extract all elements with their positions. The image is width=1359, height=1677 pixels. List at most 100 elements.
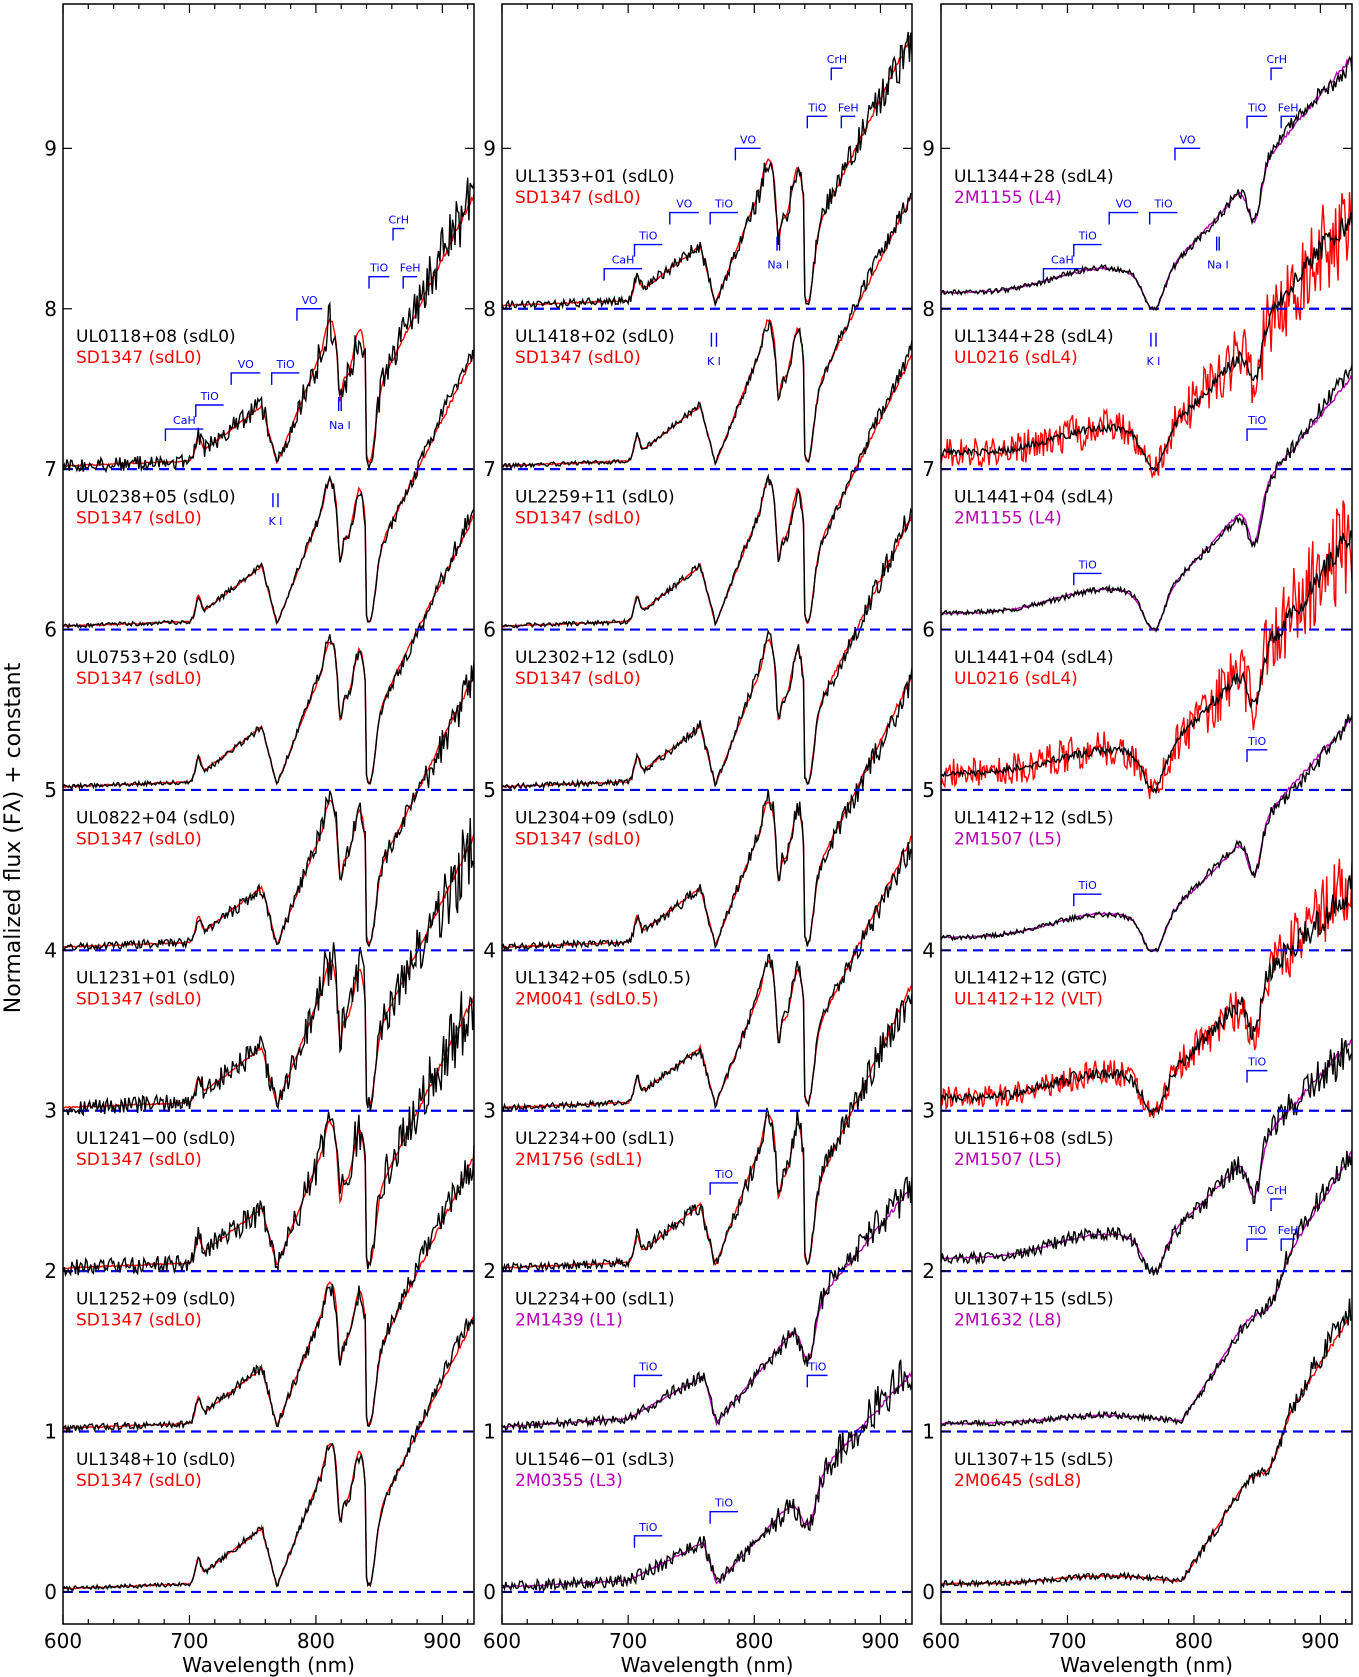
band-marker [1280,1238,1296,1252]
band-marker [230,372,261,385]
target-spectrum [941,714,1352,953]
spectrum-label: UL1353+01 (sdL0) [515,167,675,187]
line-label: Na I [329,419,351,432]
comparison-label: 2M1155 (L4) [954,509,1062,529]
spectrum-label: UL1231+01 (sdL0) [76,969,236,989]
spectrum-label: UL1418+02 (sdL0) [515,327,675,347]
target-spectrum [941,365,1352,633]
band-label: VO [1116,198,1132,211]
target-spectrum [502,667,912,952]
telluric-band [210,1624,228,1656]
comparison-spectrum [941,500,1352,800]
band-marker [164,428,204,442]
y-tick-label: 9 [922,136,935,160]
y-tick-label: 6 [922,618,935,642]
comparison-label: SD1347 (sdL0) [515,188,641,208]
telluric-band [1210,1624,1229,1656]
comparison-label: 2M1632 (L8) [954,1311,1062,1331]
comparison-label: SD1347 (sdL0) [76,1150,202,1170]
telluric-band [1088,1624,1106,1656]
comparison-label: SD1347 (sdL0) [76,348,202,368]
comparison-label: 2M0645 (sdL8) [954,1471,1081,1491]
band-marker [806,1374,828,1388]
target-spectrum [941,867,1352,1117]
band-label: VO [1180,133,1196,146]
telluric-band [648,1624,666,1656]
band-label: TiO [1247,1056,1266,1069]
target-spectrum [502,1359,912,1592]
band-label: CaH [612,254,635,267]
comparison-label: 2M0041 (sdL0.5) [515,990,659,1010]
y-tick-label: 8 [922,297,935,321]
band-label: TiO [1078,879,1097,892]
telluric-band [771,1624,790,1656]
band-marker [709,211,738,225]
y-tick-label: 1 [922,1420,935,1444]
y-tick-label: 5 [44,778,57,802]
band-label: TiO [807,101,826,114]
x-tick-label: 700 [1048,1629,1086,1653]
band-label: TiO [714,1497,733,1510]
spectrum-label: UL1307+15 (sdL5) [954,1450,1114,1470]
line-label: K I [1146,355,1160,368]
comparison-label: 2M1507 (L5) [954,1150,1062,1170]
x-axis-label: Wavelength (nm) [1060,1653,1233,1677]
y-tick-label: 7 [922,457,935,481]
band-marker [270,372,300,385]
band-marker [1073,893,1102,907]
telluric-band [701,1624,710,1656]
y-tick-label: 6 [483,618,496,642]
line-label: K I [707,355,721,368]
band-marker [1280,115,1296,129]
y-tick-label: 3 [44,1099,57,1123]
band-label: TiO [1247,101,1266,114]
band-marker [709,1182,738,1195]
band-label: CrH [827,53,847,66]
comparison-label: SD1347 (sdL0) [76,509,202,529]
line-label: K I [268,515,282,528]
y-tick-label: 5 [922,778,935,802]
target-spectrum [502,31,912,310]
target-spectrum [502,339,912,630]
line-marker [272,493,279,508]
x-tick-label: 700 [609,1629,647,1653]
y-tick-label: 6 [44,618,57,642]
band-marker [1073,572,1102,586]
x-tick-label: 800 [735,1629,773,1653]
plot-frame [940,3,1353,1625]
plot-frame [501,3,913,1625]
y-tick-label: 0 [44,1580,57,1604]
band-marker [392,227,405,241]
band-marker [633,1374,663,1388]
y-axis-label: Normalized flux (Fλ) + constant [1,662,26,1013]
band-label: TiO [1078,230,1097,243]
x-tick-label: 600 [922,1629,960,1653]
comparison-label: SD1347 (sdL0) [76,829,202,849]
y-tick-label: 5 [483,778,496,802]
y-tick-label: 9 [44,136,57,160]
comparison-label: SD1347 (sdL0) [76,1311,202,1331]
y-tick-label: 4 [922,938,935,962]
x-tick-label: 800 [297,1629,335,1653]
band-marker [734,147,761,161]
comparison-label: SD1347 (sdL0) [76,1471,202,1491]
x-tick-label: 900 [1301,1629,1339,1653]
y-tick-label: 2 [44,1259,57,1283]
band-label: TiO [1078,558,1097,571]
band-marker [1246,1069,1268,1083]
band-label: TiO [714,198,733,211]
comparison-label: SD1347 (sdL0) [76,669,202,689]
band-marker [1246,428,1268,442]
band-marker [806,115,828,129]
band-label: TiO [638,1360,657,1373]
comparison-label: 2M0355 (L3) [515,1471,623,1491]
comparison-label: SD1347 (sdL0) [76,990,202,1010]
comparison-label: 2M1155 (L4) [954,188,1062,208]
band-marker [830,67,843,81]
line-marker [1150,332,1157,347]
y-tick-label: 8 [44,297,57,321]
y-tick-label: 3 [483,1099,496,1123]
